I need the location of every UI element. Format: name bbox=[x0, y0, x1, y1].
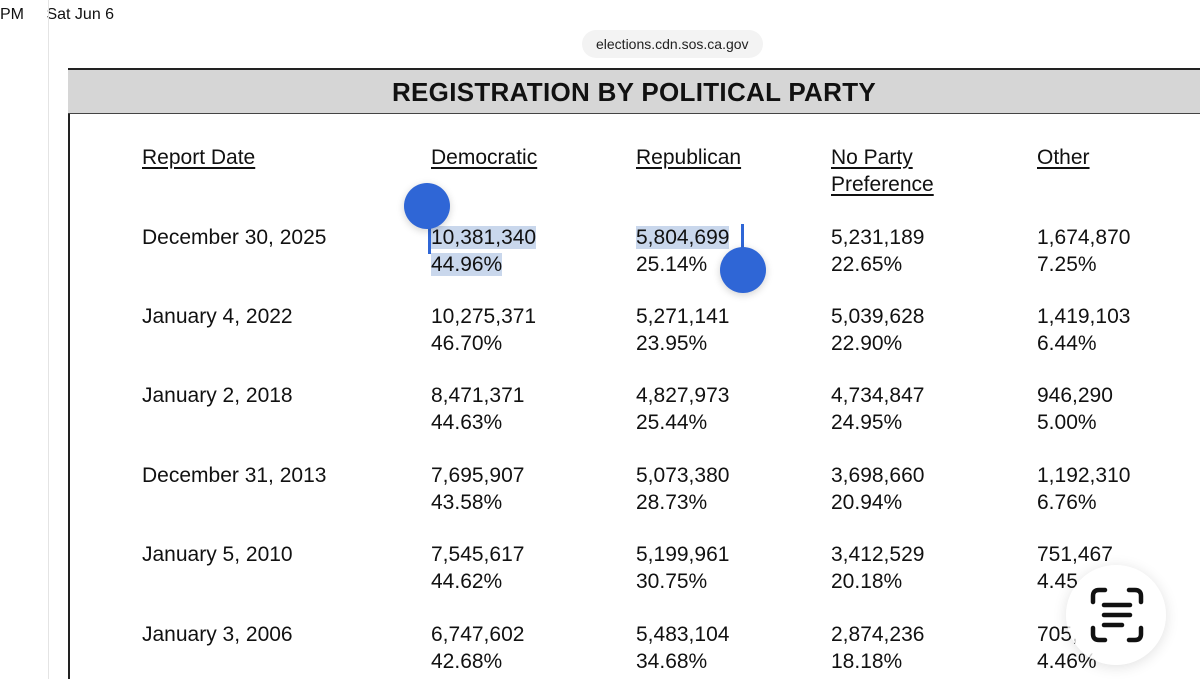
republican-count[interactable]: 5,073,380 bbox=[636, 464, 730, 487]
republican-percent[interactable]: 25.14% bbox=[636, 253, 708, 276]
democratic-count[interactable]: 6,747,602 bbox=[431, 623, 525, 646]
npp-percent[interactable]: 22.90% bbox=[831, 332, 903, 355]
democratic-count[interactable]: 7,545,617 bbox=[431, 543, 525, 566]
npp-header-line1: No Party bbox=[831, 146, 913, 169]
selection-start-caret bbox=[428, 224, 431, 254]
faded-background-text bbox=[100, 2, 1200, 19]
republican-percent[interactable]: 25.44% bbox=[636, 411, 708, 434]
democratic-cell[interactable]: 10,275,371 46.70% bbox=[431, 303, 536, 357]
republican-cell[interactable]: 5,073,380 28.73% bbox=[636, 462, 729, 516]
other-percent[interactable]: 4.45 bbox=[1037, 570, 1078, 593]
report-date-cell[interactable]: January 2, 2018 bbox=[142, 384, 293, 407]
republican-cell[interactable]: 5,483,104 34.68% bbox=[636, 621, 729, 675]
column-header-report-date: Report Date bbox=[142, 146, 256, 169]
other-cell[interactable]: 1,419,103 6.44% bbox=[1037, 303, 1130, 357]
other-count[interactable]: 751,467 bbox=[1037, 543, 1113, 566]
other-percent[interactable]: 4.46% bbox=[1037, 650, 1097, 673]
npp-header-line2: Preference bbox=[831, 173, 934, 196]
selection-end-caret bbox=[741, 224, 744, 254]
npp-count[interactable]: 3,698,660 bbox=[831, 464, 925, 487]
democratic-count[interactable]: 10,275,371 bbox=[431, 305, 537, 328]
republican-count[interactable]: 5,804,699 bbox=[636, 226, 730, 249]
democratic-count[interactable]: 8,471,371 bbox=[431, 384, 525, 407]
table-title-band: REGISTRATION BY POLITICAL PARTY bbox=[68, 68, 1200, 114]
democratic-percent[interactable]: 44.63% bbox=[431, 411, 503, 434]
republican-cell[interactable]: 4,827,973 25.44% bbox=[636, 382, 729, 436]
npp-cell[interactable]: 4,734,847 24.95% bbox=[831, 382, 924, 436]
column-header-republican: Republican bbox=[636, 146, 742, 169]
table-left-border bbox=[68, 68, 70, 679]
npp-percent[interactable]: 18.18% bbox=[831, 650, 903, 673]
other-count[interactable]: 1,419,103 bbox=[1037, 305, 1131, 328]
democratic-cell[interactable]: 7,545,617 44.62% bbox=[431, 541, 524, 595]
republican-percent[interactable]: 34.68% bbox=[636, 650, 708, 673]
democratic-percent[interactable]: 43.58% bbox=[431, 491, 503, 514]
democratic-cell[interactable]: 6,747,602 42.68% bbox=[431, 621, 524, 675]
republican-cell[interactable]: 5,199,961 30.75% bbox=[636, 541, 729, 595]
democratic-cell[interactable]: 7,695,907 43.58% bbox=[431, 462, 524, 516]
other-cell[interactable]: 946,290 5.00% bbox=[1037, 382, 1113, 436]
column-header-democratic: Democratic bbox=[431, 146, 538, 169]
democratic-cell[interactable]: 8,471,371 44.63% bbox=[431, 382, 524, 436]
democratic-percent[interactable]: 44.96% bbox=[431, 253, 503, 276]
npp-percent[interactable]: 20.94% bbox=[831, 491, 903, 514]
other-count[interactable]: 946,290 bbox=[1037, 384, 1113, 407]
url-bar[interactable]: elections.cdn.sos.ca.gov bbox=[582, 30, 763, 58]
republican-count[interactable]: 5,271,141 bbox=[636, 305, 730, 328]
url-text: elections.cdn.sos.ca.gov bbox=[596, 36, 749, 52]
democratic-cell[interactable]: 10,381,340 44.96% bbox=[431, 224, 537, 278]
report-date-cell[interactable]: January 4, 2022 bbox=[142, 305, 293, 328]
other-count[interactable]: 1,674,870 bbox=[1037, 226, 1131, 249]
npp-cell[interactable]: 3,698,660 20.94% bbox=[831, 462, 924, 516]
democratic-count[interactable]: 7,695,907 bbox=[431, 464, 525, 487]
npp-percent[interactable]: 24.95% bbox=[831, 411, 903, 434]
npp-cell[interactable]: 2,874,236 18.18% bbox=[831, 621, 924, 675]
republican-cell[interactable]: 5,271,141 23.95% bbox=[636, 303, 729, 357]
npp-percent[interactable]: 22.65% bbox=[831, 253, 903, 276]
npp-count[interactable]: 5,231,189 bbox=[831, 226, 925, 249]
report-date-cell[interactable]: January 3, 2006 bbox=[142, 623, 293, 646]
npp-percent[interactable]: 20.18% bbox=[831, 570, 903, 593]
page-edge bbox=[48, 0, 49, 679]
npp-cell[interactable]: 3,412,529 20.18% bbox=[831, 541, 924, 595]
other-percent[interactable]: 6.44% bbox=[1037, 332, 1097, 355]
npp-cell[interactable]: 5,039,628 22.90% bbox=[831, 303, 924, 357]
other-cell[interactable]: 751,467 4.45 bbox=[1037, 541, 1113, 595]
status-date: Sat Jun 6 bbox=[46, 6, 115, 23]
npp-count[interactable]: 4,734,847 bbox=[831, 384, 925, 407]
republican-percent[interactable]: 23.95% bbox=[636, 332, 708, 355]
status-time: PM bbox=[0, 6, 24, 23]
democratic-percent[interactable]: 46.70% bbox=[431, 332, 503, 355]
column-header-other: Other bbox=[1037, 146, 1090, 169]
column-header-no-party-preference: No Party Preference bbox=[831, 144, 934, 198]
npp-count[interactable]: 5,039,628 bbox=[831, 305, 925, 328]
report-date-cell[interactable]: December 31, 2013 bbox=[142, 464, 327, 487]
table-title: REGISTRATION BY POLITICAL PARTY bbox=[391, 77, 877, 107]
selection-start-handle[interactable] bbox=[404, 183, 450, 229]
live-text-scan-icon bbox=[1090, 587, 1144, 643]
democratic-count[interactable]: 10,381,340 bbox=[431, 226, 537, 249]
npp-count[interactable]: 2,874,236 bbox=[831, 623, 925, 646]
other-percent[interactable]: 6.76% bbox=[1037, 491, 1097, 514]
other-cell[interactable]: 1,192,310 6.76% bbox=[1037, 462, 1130, 516]
republican-count[interactable]: 4,827,973 bbox=[636, 384, 730, 407]
other-percent[interactable]: 7.25% bbox=[1037, 253, 1097, 276]
live-text-button[interactable] bbox=[1066, 565, 1166, 665]
npp-cell[interactable]: 5,231,189 22.65% bbox=[831, 224, 924, 278]
status-bar: PM Sat Jun 6 bbox=[0, 6, 132, 24]
report-date-cell[interactable]: January 5, 2010 bbox=[142, 543, 293, 566]
other-percent[interactable]: 5.00% bbox=[1037, 411, 1097, 434]
republican-percent[interactable]: 30.75% bbox=[636, 570, 708, 593]
republican-cell[interactable]: 5,804,699 25.14% bbox=[636, 224, 730, 278]
republican-count[interactable]: 5,483,104 bbox=[636, 623, 730, 646]
democratic-percent[interactable]: 42.68% bbox=[431, 650, 503, 673]
republican-percent[interactable]: 28.73% bbox=[636, 491, 708, 514]
other-count[interactable]: 1,192,310 bbox=[1037, 464, 1131, 487]
democratic-percent[interactable]: 44.62% bbox=[431, 570, 503, 593]
npp-count[interactable]: 3,412,529 bbox=[831, 543, 925, 566]
republican-count[interactable]: 5,199,961 bbox=[636, 543, 730, 566]
selection-end-handle[interactable] bbox=[720, 247, 766, 293]
other-cell[interactable]: 1,674,870 7.25% bbox=[1037, 224, 1130, 278]
report-date-cell[interactable]: December 30, 2025 bbox=[142, 226, 327, 249]
